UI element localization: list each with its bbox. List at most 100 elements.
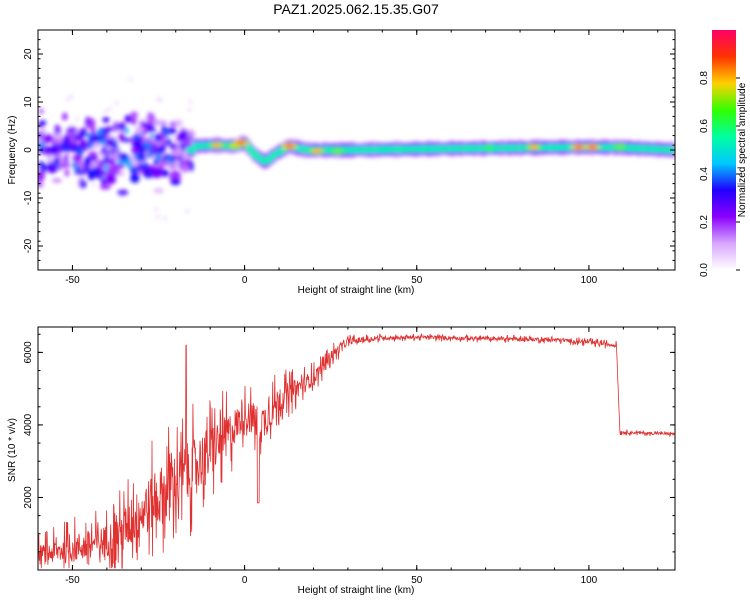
chart-title: PAZ1.2025.062.15.35.G07 (273, 1, 439, 17)
spectrogram-noise-cell (102, 175, 106, 179)
snr-frame (37, 326, 676, 571)
snr-x-tick-label: 0 (242, 575, 248, 586)
colorbar-tick-label: 0.8 (699, 71, 710, 85)
spectrogram-noise-cell (126, 160, 132, 169)
spectrogram-noise-cell (141, 118, 145, 122)
spectrogram-noise-cell (88, 171, 95, 181)
spectrogram-noise-cell (117, 153, 124, 158)
spectrogram-noise-cell (99, 183, 111, 190)
spectrogram-noise-cell (166, 127, 177, 135)
spectrogram-y-tick-label: -10 (23, 190, 34, 205)
spectrogram-hotspot (587, 144, 597, 150)
spectrogram-noise-cell (133, 153, 140, 158)
spectrogram-noise-cell (157, 120, 168, 126)
spectrogram-hotspot (236, 140, 246, 145)
spectrogram-noise-cell (89, 136, 97, 144)
spectrogram-noise-cell (95, 130, 103, 136)
spectrogram-noise-cell (54, 124, 60, 135)
spectrogram-noise-cell (119, 169, 123, 173)
spectrogram-x-tick-label: 0 (242, 275, 248, 286)
snr-series-line (38, 333, 675, 569)
snr-y-ticks: 2000 4000 6000 (23, 333, 675, 553)
spectrogram-noise-cell (38, 170, 45, 182)
spectrogram-noise-cell (50, 145, 59, 152)
spectrogram-heatmap (38, 77, 675, 220)
spectrogram-noise-cell (108, 153, 112, 157)
spectrogram-noise-cell (156, 215, 160, 219)
spectrogram-noise-cell (62, 135, 71, 143)
spectrogram-noise-cell (72, 161, 78, 170)
spectrogram-hotspot (312, 148, 322, 154)
spectrogram-noise-cell (114, 124, 127, 129)
snr-background (38, 327, 675, 570)
spectrogram-noise-cell (131, 117, 137, 125)
spectrogram-noise-cell (156, 97, 160, 101)
spectrogram-trace-segment (189, 147, 197, 153)
spectrogram-noise-cell (153, 188, 164, 194)
spectrogram-noise-cell (102, 116, 110, 123)
spectrogram-noise-cell (38, 123, 45, 128)
spectrogram-noise-cell (174, 119, 183, 126)
spectrogram-noise-cell (128, 77, 132, 81)
colorbar-scale (712, 30, 736, 270)
snr-x-tick-label: 50 (411, 575, 423, 586)
spectrogram-noise-cell (54, 157, 60, 165)
spectrogram-x-tick-label: 50 (411, 275, 423, 286)
spectrogram-noise-cell (188, 108, 192, 112)
spectrogram-noise-cell (154, 137, 159, 142)
spectrogram-noise-cell (62, 112, 68, 121)
spectrogram-noise-cell (64, 152, 69, 159)
spectrogram-hotspot (212, 143, 222, 148)
spectrogram-noise-cell (161, 169, 169, 177)
spectrogram-noise-cell (87, 118, 96, 130)
spectrogram-x-ticks: -50 0 50 100 (37, 30, 659, 286)
spectrogram-noise-cell (93, 166, 100, 173)
spectrogram-noise-cell (38, 108, 44, 114)
spectrogram-noise-cell (154, 134, 161, 139)
spectrogram-noise-cell (66, 97, 70, 101)
spectrogram-noise-cell (85, 133, 93, 138)
spectrogram-noise-cell (105, 126, 115, 132)
spectrogram-noise-cell (166, 138, 172, 146)
spectrogram-noise-cell (114, 101, 118, 105)
spectrogram-noise-cell (143, 141, 152, 149)
spectrogram-noise-cell (163, 216, 167, 220)
spectrogram-hotspot (333, 148, 343, 154)
spectrogram-y-axis-label: Frequency (Hz) (7, 116, 18, 185)
spectrogram-noise-cell (131, 147, 139, 154)
snr-x-ticks: -50 0 50 100 (37, 327, 659, 586)
spectrogram-noise-cell (38, 160, 43, 169)
colorbar-tick-label: 0.2 (699, 215, 710, 229)
spectrogram-panel: -50 0 50 100 -20 -10 0 10 20 Height of straight… (7, 29, 676, 296)
spectrogram-noise-cell (154, 207, 158, 211)
spectrogram-hotspot (574, 144, 584, 150)
spectrogram-noise-cell (170, 155, 177, 162)
spectrogram-noise-cell (92, 182, 96, 186)
spectrogram-noise-cell (108, 107, 112, 111)
spectrogram-noise-cell (103, 164, 109, 170)
spectrogram-noise-cell (170, 178, 181, 186)
spectrogram-noise-cell (51, 178, 62, 183)
spectrogram-x-tick-label: -50 (65, 275, 80, 286)
spectrogram-x-tick-label: 100 (581, 275, 598, 286)
spectrogram-noise-cell (69, 95, 73, 99)
spectrogram-noise-cell (180, 163, 190, 173)
spectrogram-noise-cell (188, 100, 192, 104)
spectrogram-noise-cell (124, 114, 132, 123)
spectrogram-noise-cell (151, 167, 163, 179)
snr-x-tick-label: 100 (581, 575, 598, 586)
spectrogram-noise-cell (110, 164, 121, 175)
spectrogram-noise-cell (155, 153, 162, 162)
spectrogram-noise-cell (141, 167, 151, 177)
snr-y-tick-label: 6000 (23, 341, 34, 364)
spectrogram-noise-cell (80, 129, 87, 137)
spectrogram-y-tick-label: -20 (23, 238, 34, 253)
spectrogram-noise-cell (169, 143, 178, 150)
colorbar: 0.0 0.2 0.4 0.6 0.8 Normalized spectral ampl… (699, 30, 748, 277)
spectrogram-noise-cell (117, 189, 129, 196)
spectrogram-noise-cell (132, 133, 141, 140)
spectrogram-noise-cell (146, 152, 153, 158)
snr-y-tick-label: 2000 (23, 486, 34, 509)
spectrogram-noise-cell (102, 158, 108, 164)
